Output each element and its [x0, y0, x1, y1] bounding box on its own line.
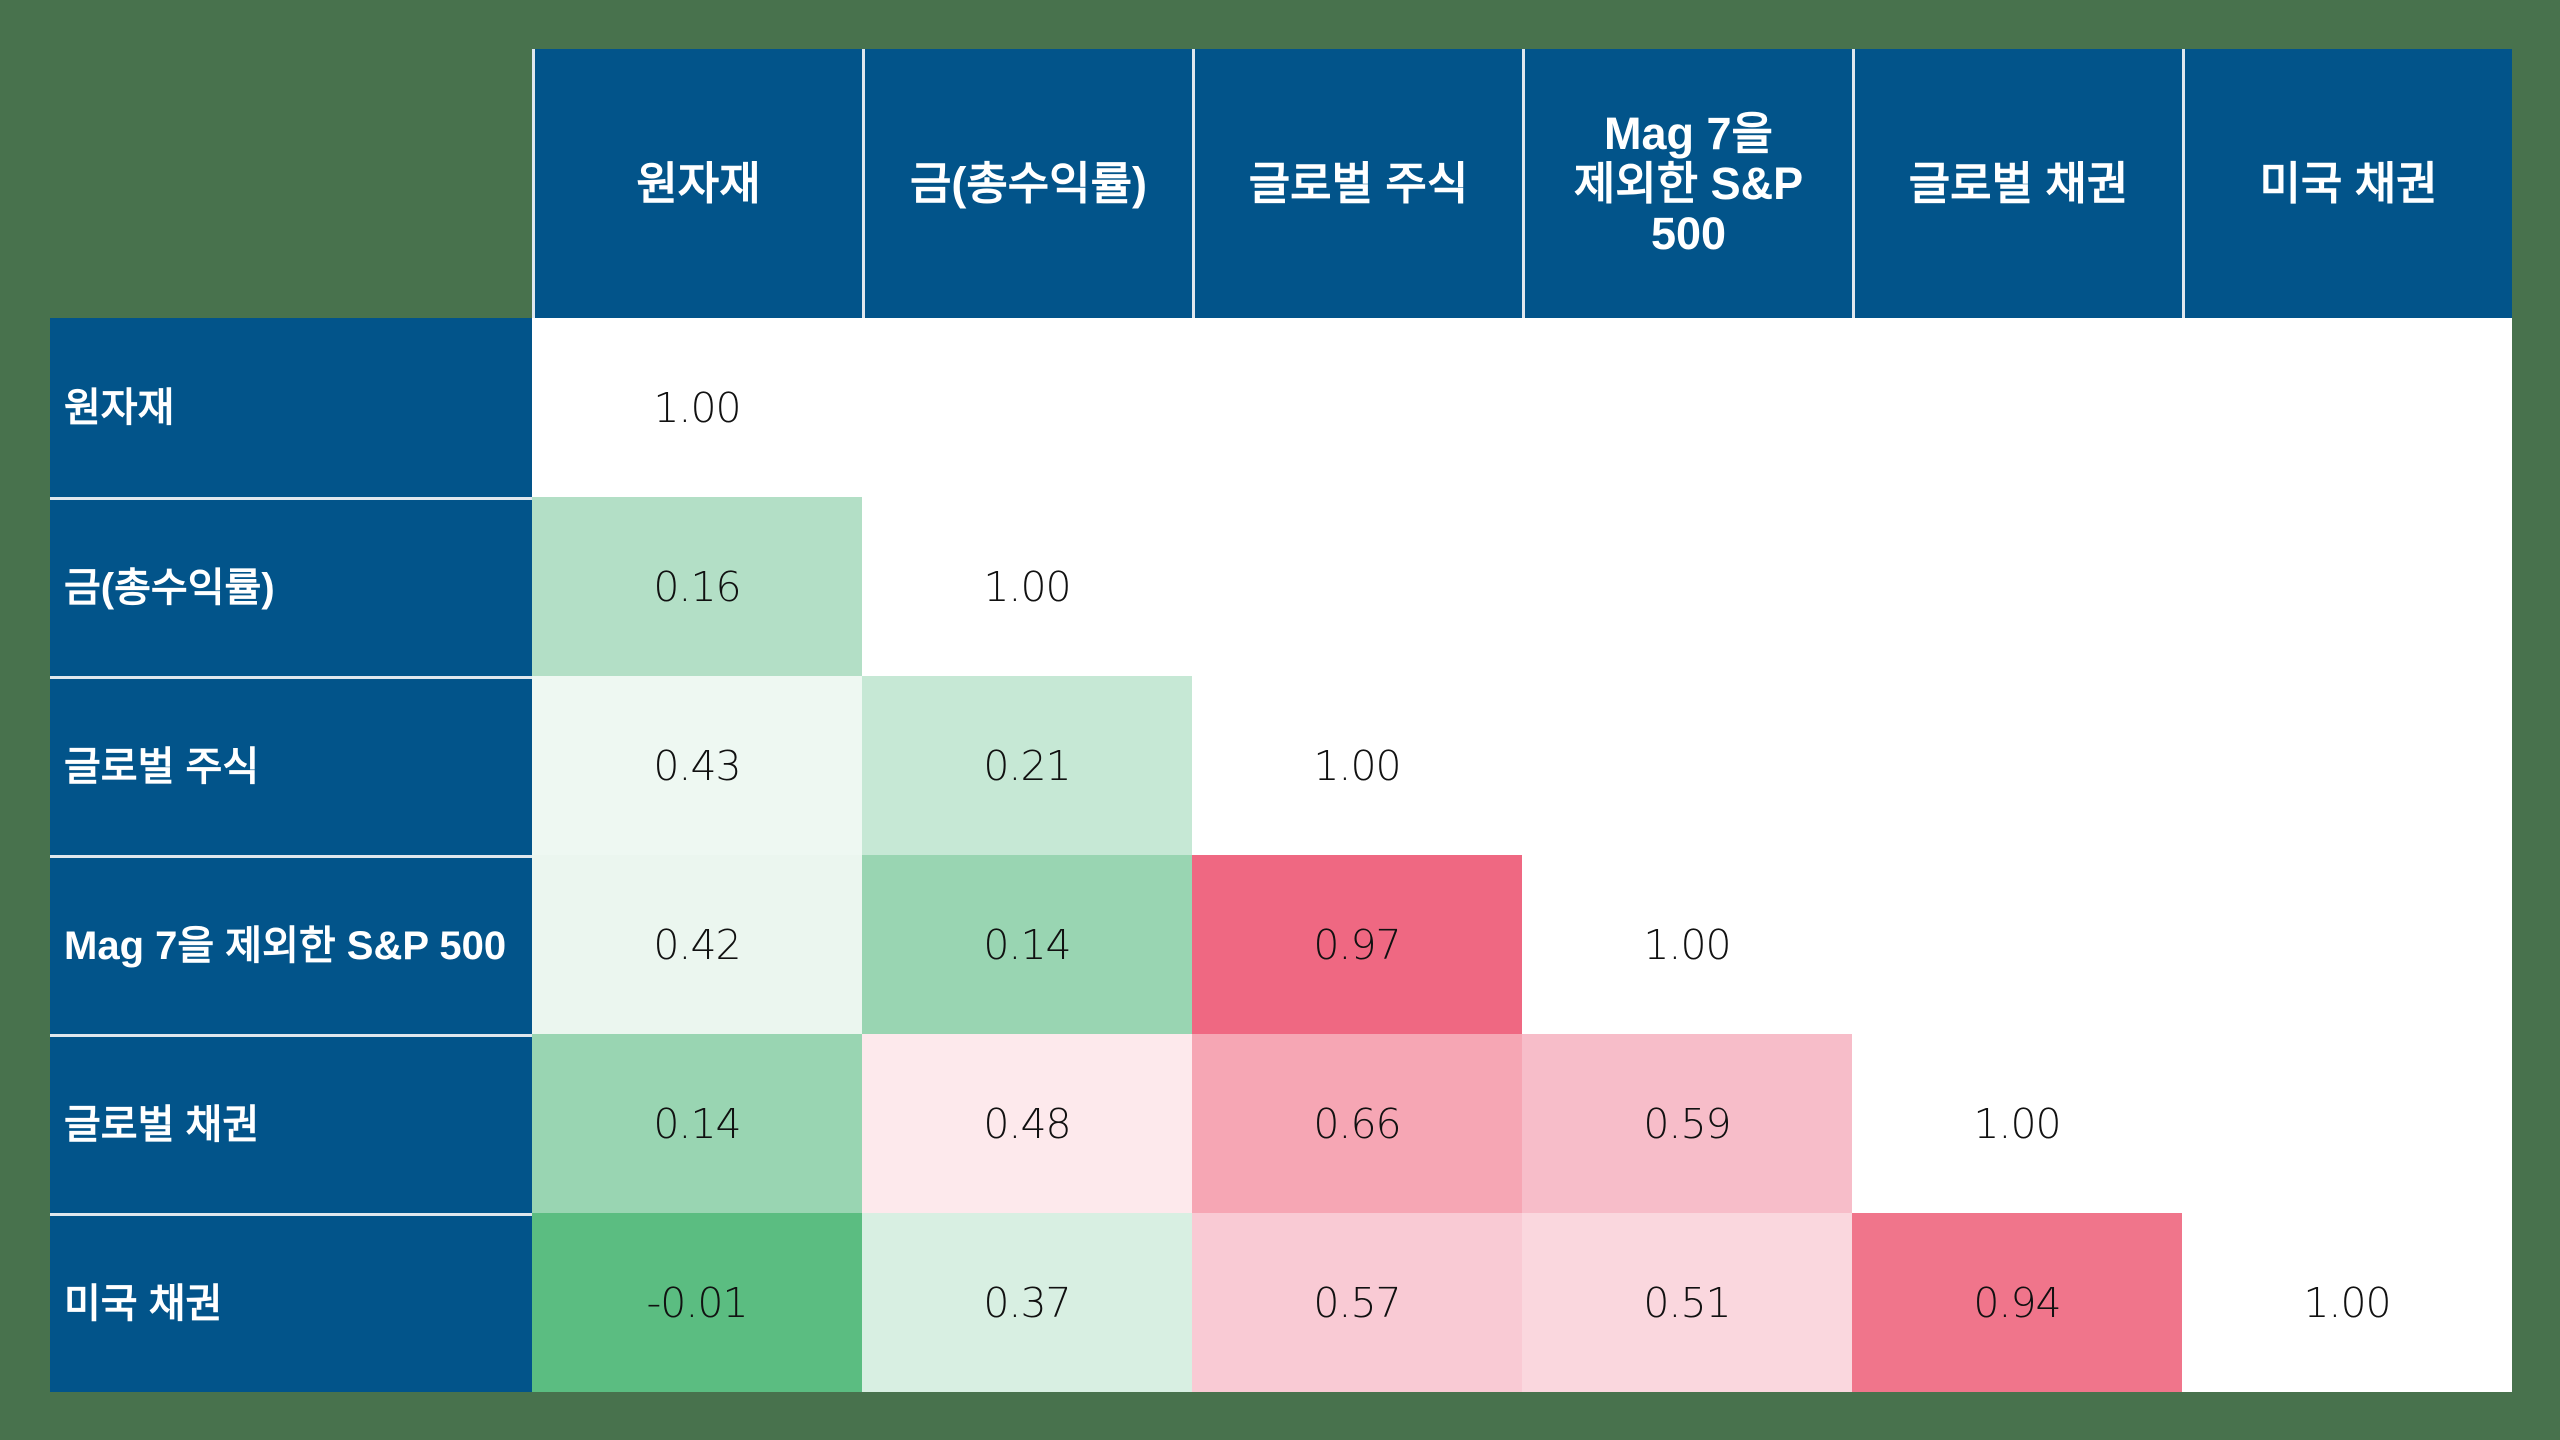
matrix-cell: [1852, 497, 2182, 676]
matrix-cell: 0.48: [862, 1034, 1192, 1213]
corner-blank: [50, 49, 532, 318]
matrix-cell: 1.00: [1852, 1034, 2182, 1213]
col-header-commodities: 원자재: [532, 49, 862, 318]
matrix-cell: 0.51: [1522, 1213, 1852, 1392]
matrix-cell: 1.00: [1192, 676, 1522, 855]
matrix-cell: 1.00: [862, 497, 1192, 676]
col-header-global-bonds: 글로벌 채권: [1852, 49, 2182, 318]
row-header-sp500-ex-mag7: Mag 7을 제외한 S&P 500: [50, 855, 532, 1034]
matrix-cell: [2182, 497, 2512, 676]
row-header-global-equity: 글로벌 주식: [50, 676, 532, 855]
matrix-cell: 1.00: [1522, 855, 1852, 1034]
matrix-cell: [1522, 497, 1852, 676]
matrix-cell: 0.14: [532, 1034, 862, 1213]
col-header-gold: 금(총수익률): [862, 49, 1192, 318]
matrix-cell: [1852, 676, 2182, 855]
matrix-cell: 0.21: [862, 676, 1192, 855]
matrix-cell: [2182, 855, 2512, 1034]
matrix-cell: [862, 318, 1192, 497]
matrix-cell: 1.00: [532, 318, 862, 497]
matrix-cell: 0.43: [532, 676, 862, 855]
col-header-global-equity: 글로벌 주식: [1192, 49, 1522, 318]
row-header-commodities: 원자재: [50, 318, 532, 497]
row-header-us-bonds: 미국 채권: [50, 1213, 532, 1392]
row-header-global-bonds: 글로벌 채권: [50, 1034, 532, 1213]
matrix-cell: 0.14: [862, 855, 1192, 1034]
matrix-cell: [2182, 318, 2512, 497]
matrix-cell: 0.66: [1192, 1034, 1522, 1213]
matrix-cell: [2182, 1034, 2512, 1213]
matrix-cell: 0.59: [1522, 1034, 1852, 1213]
col-header-us-bonds: 미국 채권: [2182, 49, 2512, 318]
col-header-sp500-ex-mag7: Mag 7을 제외한 S&P 500: [1522, 49, 1852, 318]
matrix-cell: 0.94: [1852, 1213, 2182, 1392]
matrix-cell: 0.42: [532, 855, 862, 1034]
matrix-cell: [1522, 318, 1852, 497]
matrix-cell: [2182, 676, 2512, 855]
matrix-cell: 0.57: [1192, 1213, 1522, 1392]
correlation-matrix: 원자재 금(총수익률) 글로벌 주식 Mag 7을 제외한 S&P 500 글로…: [50, 49, 2512, 1392]
matrix-cell: -0.01: [532, 1213, 862, 1392]
row-header-gold: 금(총수익률): [50, 497, 532, 676]
matrix-cell: [1852, 318, 2182, 497]
matrix-cell: 1.00: [2182, 1213, 2512, 1392]
matrix-cell: [1192, 497, 1522, 676]
matrix-cell: 0.16: [532, 497, 862, 676]
matrix-cell: [1192, 318, 1522, 497]
matrix-cell: 0.37: [862, 1213, 1192, 1392]
matrix-cell: 0.97: [1192, 855, 1522, 1034]
matrix-cell: [1522, 676, 1852, 855]
matrix-cell: [1852, 855, 2182, 1034]
